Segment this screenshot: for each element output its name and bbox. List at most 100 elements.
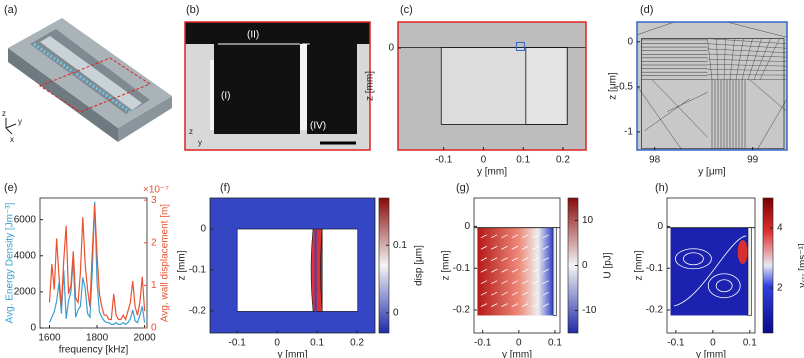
mesh-line [747, 38, 762, 80]
y-tick-label: 0 [30, 323, 36, 334]
arrow [542, 268, 549, 273]
colorbar-label: disp [μm] [414, 245, 425, 286]
y2-axis-label: Avg. wall displacement [m] [160, 204, 171, 322]
panel-label: (a) [4, 4, 17, 16]
x-tick-label: 0.1 [743, 338, 757, 349]
arrow [542, 234, 549, 239]
axis-arrow [5, 127, 13, 135]
wall [40, 36, 142, 110]
mesh-line [749, 79, 787, 112]
y-tick-label: -0.2 [646, 305, 664, 316]
mesh-line [753, 38, 771, 80]
arrow [491, 303, 498, 308]
arrow [521, 291, 529, 296]
y-tick-label: -0.2 [453, 305, 471, 316]
field [477, 227, 554, 316]
mesh-line [707, 58, 787, 62]
plot-area [48, 201, 146, 326]
arrow [511, 303, 519, 308]
mesh-line [716, 38, 719, 80]
region-label: (II) [247, 30, 259, 41]
plot-area [398, 22, 586, 150]
panel-label: (f) [220, 182, 230, 194]
mesh-line [637, 22, 675, 36]
axis-name: x [10, 135, 14, 144]
x-axis-label: y [μm] [698, 167, 726, 178]
y-axis-label: Avg. Energy Density [Jm⁻³] [5, 202, 16, 323]
mesh-line [756, 98, 787, 150]
x-tick-label: 1600 [38, 333, 61, 344]
x-axis-label: y [mm] [502, 350, 532, 358]
y-tick-label: -0.1 [646, 263, 664, 274]
y-tick-label: -0.1 [453, 263, 471, 274]
arrow [501, 268, 508, 273]
y-tick-label: 0 [388, 43, 394, 54]
arrow [532, 303, 539, 308]
y-tick-label: 0 [464, 221, 470, 232]
arrow [542, 257, 549, 262]
colorbar [762, 197, 774, 334]
y-tick-label: 6000 [14, 214, 37, 225]
streamline [673, 235, 747, 307]
y-axis-label: z [mm] [177, 250, 188, 280]
arrow [491, 234, 498, 239]
panel: (d) 98 99 0 -0.5 -1 y [μm] z [μm] [608, 4, 788, 178]
arrow [542, 291, 549, 296]
axis-name: y [198, 138, 202, 147]
arrow [480, 234, 488, 239]
mesh-line [759, 38, 780, 80]
panel-label: (c) [400, 4, 413, 16]
x-tick-label: 0 [710, 338, 716, 349]
colorbar-label: vₛₜᵣ [ms⁻¹] [798, 243, 804, 288]
mesh-line [666, 92, 708, 112]
arrow [480, 303, 488, 308]
arrow [532, 245, 539, 250]
arrow [491, 280, 498, 285]
y-tick-label: -0.1 [189, 265, 207, 276]
mesh-line [735, 38, 744, 80]
arrow [480, 257, 488, 262]
streamline [707, 273, 741, 299]
colorbar-tick-label: 2 [777, 283, 783, 294]
region-label: (III) [309, 41, 324, 52]
arrow [491, 268, 498, 273]
y-axis-label: z [mm] [634, 250, 645, 280]
x-tick-label: 0.1 [310, 338, 324, 349]
x-tick-label: 2000 [133, 333, 156, 344]
colorbar [378, 197, 390, 334]
y2-tick-label: 0 [151, 323, 157, 334]
axes-frame [636, 21, 788, 151]
x-tick-label: 0.2 [556, 155, 570, 166]
panel-label: (h) [655, 182, 668, 194]
arrow [511, 280, 519, 285]
axis-arrow [5, 123, 17, 129]
axis-name: z [189, 127, 193, 136]
mesh-line [707, 43, 787, 49]
y-tick-label: -0.2 [189, 306, 207, 317]
arrow [511, 268, 519, 273]
arrow [501, 291, 508, 296]
arrow [491, 245, 498, 250]
colorbar-tick-label: 0 [582, 260, 588, 271]
x-tick-label: -0.1 [229, 338, 247, 349]
arrow [532, 280, 539, 285]
plot-area [210, 198, 375, 333]
panel: (c)-0.1 0 0.1 0.20y [mm]z [mm] [365, 4, 587, 178]
y2-tick-label: 3 [151, 195, 157, 206]
region-label: (I) [221, 91, 230, 102]
mesh-line [723, 38, 726, 80]
mesh-line [707, 69, 787, 71]
colorbar-tick-label: 4 [777, 223, 783, 234]
plot-area [667, 198, 755, 333]
x-axis-label: y [mm] [696, 350, 726, 358]
wall [300, 44, 307, 130]
y2-tick-label: 2 [151, 237, 157, 248]
series-line [48, 204, 146, 322]
y-tick-label: 0 [657, 221, 663, 232]
arrow [521, 257, 529, 262]
mesh-line [707, 64, 787, 67]
panel-label: (b) [186, 4, 199, 16]
mesh-line [644, 98, 690, 132]
mesh-line [729, 38, 735, 80]
zoom-box [515, 41, 525, 51]
